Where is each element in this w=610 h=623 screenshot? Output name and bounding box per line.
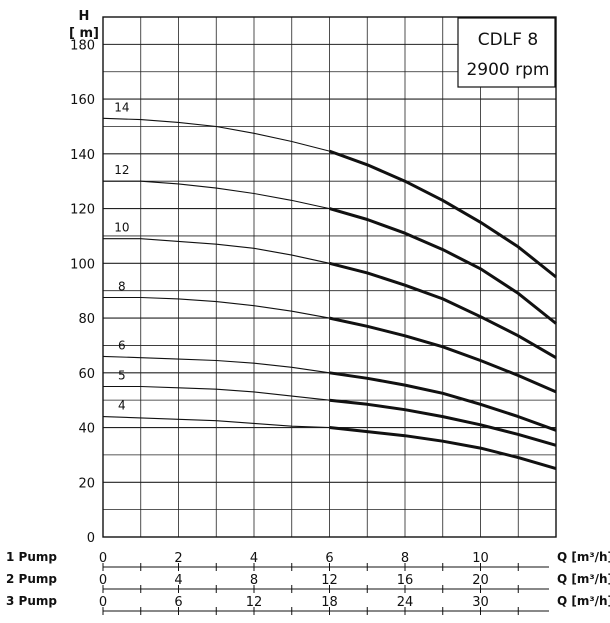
x-tick-label: 8 <box>250 573 258 588</box>
curve-10-thin <box>103 238 330 264</box>
y-tick-label: 80 <box>78 312 95 327</box>
curve-labels: 14 12 10 8 6 5 4 <box>114 100 129 412</box>
x-tick-label: 6 <box>325 551 333 566</box>
flow-unit-label: Q [m³/h] <box>557 594 610 608</box>
x-tick-label: 4 <box>174 573 182 588</box>
y-axis-unit: [ m] <box>69 26 99 41</box>
flow-unit-label: Q [m³/h] <box>557 550 610 564</box>
curve-8-bold <box>329 316 557 394</box>
x-tick-label: 0 <box>99 573 107 588</box>
x-axis-2: 0 4 8 12 16 20 2 Pump Q [m³/h] <box>6 572 610 593</box>
y-tick-label: 0 <box>87 531 95 546</box>
curve-label-5: 5 <box>118 368 126 382</box>
x-tick-label: 12 <box>246 595 263 610</box>
curve-label-6: 6 <box>118 338 126 352</box>
curve-4-thin <box>102 416 330 429</box>
y-tick-label: 100 <box>70 257 95 272</box>
y-tick-label: 40 <box>78 422 95 437</box>
y-axis-label: H <box>79 9 90 24</box>
pump-count-label: 2 Pump <box>6 572 57 586</box>
x-tick-label: 20 <box>472 573 489 588</box>
pump-count-label: 3 Pump <box>6 594 57 608</box>
flow-unit-label: Q [m³/h] <box>557 572 610 586</box>
pump-curves <box>102 117 557 471</box>
grid <box>103 16 556 537</box>
x-tick-label: 4 <box>250 551 258 566</box>
x-tick-label: 0 <box>99 595 107 610</box>
x-axis-1: 0 2 4 6 8 10 1 Pump Q [m³/h] <box>6 550 610 571</box>
curve-10-bold <box>329 261 557 359</box>
x-tick-label: 24 <box>397 595 414 610</box>
curve-label-10: 10 <box>114 221 129 235</box>
x-tick-label: 2 <box>174 551 182 566</box>
y-tick-label: 180 <box>70 38 95 53</box>
curve-8-thin <box>103 296 330 319</box>
y-tick-label: 120 <box>70 203 95 218</box>
curve-5-thin <box>103 385 330 401</box>
y-tick-label: 160 <box>70 93 95 108</box>
curve-4-bold <box>329 426 557 471</box>
curve-14-bold <box>328 149 557 279</box>
chart-title: CDLF 8 <box>478 30 538 50</box>
x-tick-label: 16 <box>397 573 414 588</box>
curve-label-4: 4 <box>118 399 126 413</box>
curve-6-thin <box>102 355 330 374</box>
x-tick-label: 12 <box>321 573 338 588</box>
pump-count-label: 1 Pump <box>6 550 57 564</box>
curve-label-8: 8 <box>118 280 126 294</box>
curve-6-bold <box>329 371 557 432</box>
y-tick-label: 20 <box>78 476 95 491</box>
x-tick-label: 10 <box>472 551 489 566</box>
curve-label-12: 12 <box>114 163 129 177</box>
curve-label-14: 14 <box>114 100 129 114</box>
curve-12-thin <box>103 180 330 210</box>
x-axis-3: 0 6 12 18 24 30 3 Pump Q [m³/h] <box>6 594 610 615</box>
curve-12-bold <box>329 207 557 325</box>
curve-5-bold <box>329 398 557 447</box>
x-tick-label: 30 <box>472 595 489 610</box>
x-tick-label: 0 <box>99 551 107 566</box>
chart-subtitle: 2900 rpm <box>466 60 549 80</box>
y-tick-label: 140 <box>70 148 95 163</box>
x-tick-label: 18 <box>321 595 338 610</box>
x-tick-label: 8 <box>401 551 409 566</box>
y-tick-label: 60 <box>78 367 95 382</box>
x-tick-label: 6 <box>174 595 182 610</box>
x-axes: 0 2 4 6 8 101 Pump Q [m³/h]0 4 8 12 16 202 Pump Q [m… <box>6 550 610 615</box>
y-axis: 0 20 40 60 80 100 120 140 160 180 <box>70 38 95 546</box>
curve-14-thin <box>102 117 330 152</box>
title-box: CDLF 8 2900 rpm <box>457 17 556 88</box>
